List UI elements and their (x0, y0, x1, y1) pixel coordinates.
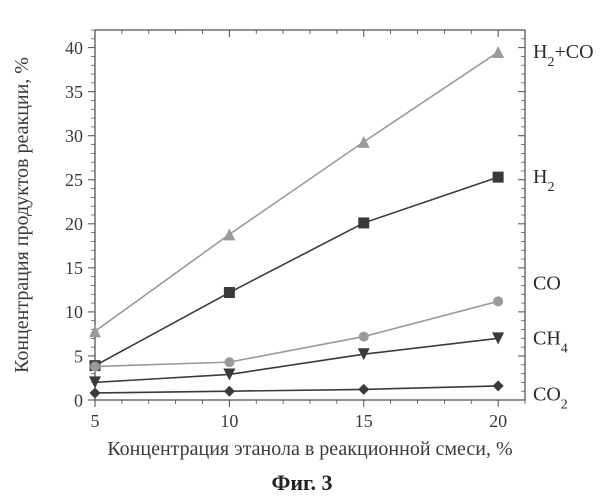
svg-text:CO: CO (533, 273, 561, 295)
svg-text:Концентрация продуктов реакции: Концентрация продуктов реакции, % (11, 57, 33, 373)
svg-text:15: 15 (355, 411, 373, 431)
svg-text:20: 20 (65, 214, 83, 234)
svg-text:5: 5 (74, 346, 83, 366)
svg-text:40: 40 (65, 38, 83, 58)
svg-text:10: 10 (220, 411, 238, 431)
svg-text:10: 10 (65, 302, 83, 322)
svg-text:0: 0 (74, 390, 83, 410)
svg-text:35: 35 (65, 82, 83, 102)
svg-text:30: 30 (65, 126, 83, 146)
svg-text:5: 5 (91, 411, 100, 431)
figure-caption: Фиг. 3 (0, 470, 604, 496)
figure-container: 51015200510152025303540Концентрация этан… (0, 0, 604, 500)
svg-text:15: 15 (65, 258, 83, 278)
svg-text:Концентрация этанола в реакцио: Концентрация этанола в реакционной смеси… (107, 438, 512, 460)
svg-text:20: 20 (489, 411, 507, 431)
svg-text:25: 25 (65, 170, 83, 190)
line-chart: 51015200510152025303540Концентрация этан… (0, 0, 604, 500)
